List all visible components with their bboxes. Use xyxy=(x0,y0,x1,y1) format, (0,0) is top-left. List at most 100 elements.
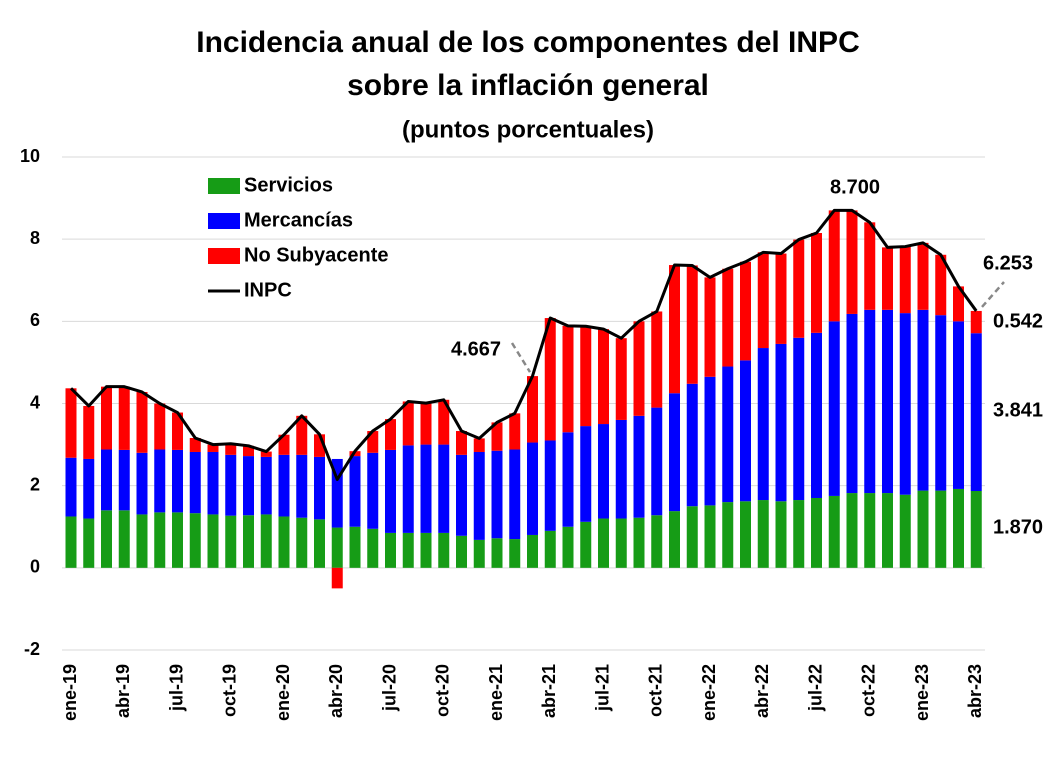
bar xyxy=(598,424,609,519)
bar xyxy=(704,505,716,568)
bar xyxy=(580,521,592,568)
y-tick-label: 4 xyxy=(30,392,40,412)
bar xyxy=(473,539,485,568)
bar xyxy=(83,518,95,568)
bar xyxy=(651,407,663,516)
bar xyxy=(278,454,290,517)
bar xyxy=(243,515,254,568)
bar xyxy=(793,500,805,568)
bar xyxy=(101,386,112,450)
bar xyxy=(243,445,254,457)
bar xyxy=(207,451,219,515)
bar xyxy=(828,495,840,568)
bar xyxy=(793,239,805,338)
bar xyxy=(864,493,876,568)
bar xyxy=(473,451,485,540)
bar xyxy=(438,399,450,445)
x-tick-label: ene-20 xyxy=(273,664,293,721)
bar xyxy=(189,513,201,568)
x-tick-label: jul-21 xyxy=(592,664,612,712)
chart-title: Incidencia anual de los componentes del … xyxy=(196,26,860,59)
x-tick-label: abr-22 xyxy=(752,664,772,718)
bar xyxy=(402,445,414,533)
bar xyxy=(757,500,769,568)
bar xyxy=(935,490,947,568)
bar xyxy=(420,444,432,533)
bar xyxy=(775,343,787,502)
bar xyxy=(828,210,840,322)
line xyxy=(69,208,978,482)
bar xyxy=(970,333,982,492)
bar xyxy=(172,412,183,450)
bar xyxy=(615,419,627,519)
x-tick-label: oct-19 xyxy=(220,664,240,717)
y-tick-label: -2 xyxy=(24,639,40,659)
bar xyxy=(260,514,272,568)
bar xyxy=(562,325,574,433)
bar xyxy=(580,426,592,522)
bar xyxy=(775,501,787,568)
bar xyxy=(331,458,343,528)
bar xyxy=(278,434,290,455)
bar xyxy=(509,539,521,568)
bar xyxy=(314,434,325,457)
bar xyxy=(935,254,947,316)
x-tick-label: oct-21 xyxy=(646,664,666,717)
bar xyxy=(846,493,858,568)
x-tick-label: ene-23 xyxy=(912,664,932,721)
legend-label: No Subyacente xyxy=(244,244,388,266)
bar xyxy=(686,383,698,507)
bar xyxy=(811,233,822,333)
x-tick-label: jul-19 xyxy=(166,664,186,712)
bar xyxy=(598,329,609,425)
bar xyxy=(491,422,503,451)
bar xyxy=(970,310,982,334)
bar xyxy=(438,444,450,533)
x-tick-label: abr-21 xyxy=(539,664,559,718)
bar xyxy=(651,311,663,408)
bar xyxy=(491,538,503,568)
bar xyxy=(633,517,645,568)
bar xyxy=(136,514,148,568)
bar xyxy=(420,532,432,568)
bar xyxy=(846,210,858,314)
bar xyxy=(562,526,574,568)
bar xyxy=(65,516,77,568)
bar xyxy=(757,252,769,349)
y-tick-label: 8 xyxy=(30,228,40,248)
bar xyxy=(544,440,556,531)
x-tick-label: ene-21 xyxy=(486,664,506,721)
bar xyxy=(704,376,716,506)
bar xyxy=(385,449,396,533)
bar xyxy=(527,534,538,568)
bar xyxy=(101,449,112,511)
bar xyxy=(207,444,219,452)
bar xyxy=(704,277,716,377)
bar xyxy=(136,452,148,515)
bar xyxy=(775,253,787,344)
bar xyxy=(633,415,645,518)
y-tick-label: 2 xyxy=(30,474,40,494)
x-tick-label: abr-23 xyxy=(965,664,985,718)
bar xyxy=(882,247,893,310)
chart-subtitle: (puntos porcentuales) xyxy=(402,116,654,143)
data-label: 6.253 xyxy=(983,252,1033,274)
bar xyxy=(296,415,308,455)
bar xyxy=(544,530,556,568)
bar xyxy=(420,403,432,445)
bar xyxy=(207,514,219,568)
bar xyxy=(669,511,680,568)
bar xyxy=(367,528,379,568)
bar xyxy=(811,332,822,498)
bar xyxy=(456,454,467,536)
bar xyxy=(740,501,751,568)
bar xyxy=(438,532,450,568)
bar xyxy=(154,512,166,568)
bar xyxy=(953,488,964,568)
bar xyxy=(633,321,645,416)
bar xyxy=(562,432,574,527)
bar xyxy=(314,456,325,520)
data-label: 4.667 xyxy=(451,338,501,360)
bar xyxy=(296,454,308,518)
bar xyxy=(260,456,272,515)
